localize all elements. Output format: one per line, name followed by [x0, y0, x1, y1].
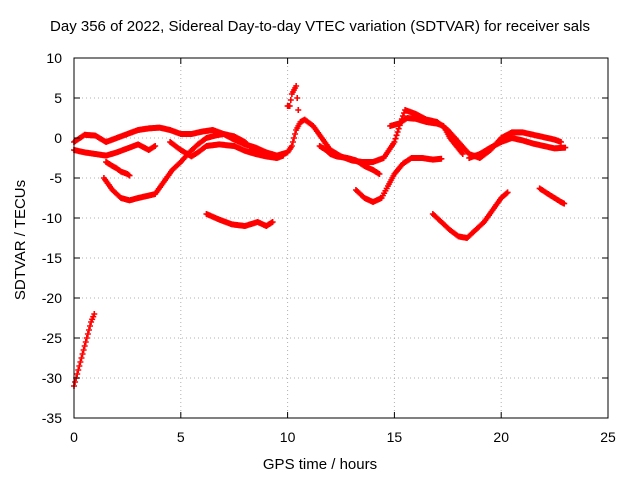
data-point: [288, 143, 295, 149]
data-point: [287, 97, 294, 103]
data-point: [504, 189, 511, 196]
data-point: [393, 132, 400, 139]
x-tick-label: 0: [70, 429, 78, 445]
data-point: [76, 363, 83, 369]
series-track-3: [71, 141, 159, 159]
series-track-9: [316, 143, 383, 177]
data-point: [558, 139, 565, 145]
data-point: [503, 190, 510, 197]
data-point: [269, 219, 276, 225]
data-point: [292, 131, 299, 137]
data-point: [258, 151, 265, 157]
series-track-12: [429, 189, 511, 241]
y-tick-label: -30: [42, 370, 62, 386]
series-track-2: [71, 107, 565, 165]
y-tick-label: -15: [42, 250, 62, 266]
data-point: [81, 343, 88, 349]
series-track-8: [284, 83, 302, 113]
data-point: [394, 129, 401, 135]
y-tick-label: 5: [54, 90, 62, 106]
data-point: [291, 135, 298, 141]
data-point: [561, 200, 568, 207]
data-points: [71, 83, 569, 389]
series-track-13: [466, 135, 569, 161]
data-point: [459, 151, 466, 157]
y-tick-label: 10: [46, 50, 62, 66]
data-point: [152, 143, 159, 149]
y-tick-label: -20: [42, 290, 62, 306]
data-point: [391, 139, 398, 145]
data-point: [280, 152, 287, 159]
x-tick-label: 5: [177, 429, 185, 445]
data-point: [74, 371, 81, 377]
y-tick-label: -5: [50, 170, 63, 186]
data-point: [83, 335, 90, 341]
series-track-11: [387, 115, 466, 157]
x-tick-label: 20: [493, 429, 509, 445]
data-point: [438, 155, 445, 162]
data-point: [289, 139, 296, 145]
grid-lines: [74, 58, 608, 418]
series-track-6: [100, 131, 265, 204]
data-point: [75, 367, 82, 373]
data-point: [79, 351, 86, 357]
data-point: [87, 323, 94, 329]
data-point: [392, 135, 399, 142]
data-point: [84, 331, 91, 337]
chart-title: Day 356 of 2022, Sidereal Day-to-day VTE…: [50, 18, 590, 35]
data-point: [562, 144, 569, 151]
data-point: [72, 379, 79, 385]
data-point: [295, 107, 302, 113]
y-tick-label: -25: [42, 330, 62, 346]
y-tick-label: -35: [42, 410, 62, 426]
series-track-7: [203, 211, 276, 229]
series-track-14: [536, 185, 568, 207]
data-point: [85, 327, 92, 333]
data-point: [80, 347, 87, 353]
plot-frame: [73, 57, 609, 419]
y-tick-label: 0: [54, 130, 62, 146]
x-tick-label: 15: [387, 429, 403, 445]
data-point: [286, 103, 293, 109]
series-track-10: [352, 155, 445, 205]
data-point: [126, 172, 133, 179]
axis-ticks: 0 5 10 15 20 25 -35 -30 -25 -20 -15 -10 -5 0 5 10: [42, 50, 616, 445]
data-point: [78, 355, 85, 361]
y-tick-label: -10: [42, 210, 62, 226]
data-point: [294, 95, 301, 101]
data-point: [293, 83, 300, 89]
x-tick-label: 10: [280, 429, 296, 445]
x-axis-label: GPS time / hours: [262, 456, 378, 473]
series-track-1: [71, 311, 98, 389]
x-tick-label: 25: [600, 429, 616, 445]
data-point: [82, 339, 89, 345]
data-point: [91, 311, 98, 317]
data-point: [77, 359, 84, 365]
data-point: [376, 171, 383, 177]
data-point: [395, 125, 402, 132]
series-track-4: [103, 159, 133, 179]
